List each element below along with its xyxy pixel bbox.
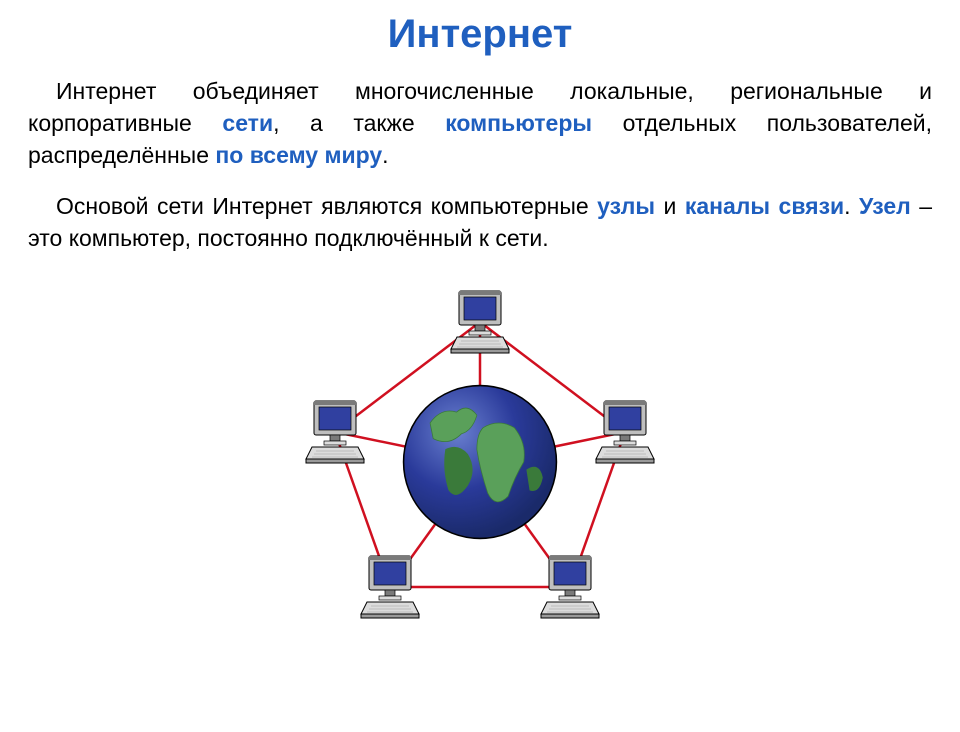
- p1-h3: по всему миру: [215, 142, 382, 168]
- computer-node-bleft: [355, 552, 425, 622]
- page-title: Интернет: [0, 12, 960, 57]
- paragraph-1: Интернет объединяет многочисленные локал…: [28, 75, 932, 172]
- p1-indent: Интернет: [56, 78, 156, 104]
- p2-s1: Основой сети Интернет являются компьютер…: [56, 193, 597, 219]
- p2-s2: и: [655, 193, 685, 219]
- p2-h2: каналы связи: [685, 193, 844, 219]
- p2-h3: Узел: [859, 193, 911, 219]
- network-diagram: [270, 272, 690, 632]
- p2-s3: .: [844, 193, 859, 219]
- p2-h1: узлы: [597, 193, 655, 219]
- computer-node-left: [300, 397, 370, 467]
- title-text: Интернет: [388, 12, 573, 56]
- paragraph-2: Основой сети Интернет являются компьютер…: [28, 190, 932, 254]
- p1-s4: .: [382, 142, 388, 168]
- computer-node-top: [445, 287, 515, 357]
- computer-node-right: [590, 397, 660, 467]
- globe-svg: [402, 384, 558, 540]
- p1-s2: , а также: [273, 110, 445, 136]
- computer-node-bright: [535, 552, 605, 622]
- p1-h1: сети: [222, 110, 273, 136]
- p1-h2: компьютеры: [445, 110, 592, 136]
- globe-icon: [402, 384, 558, 540]
